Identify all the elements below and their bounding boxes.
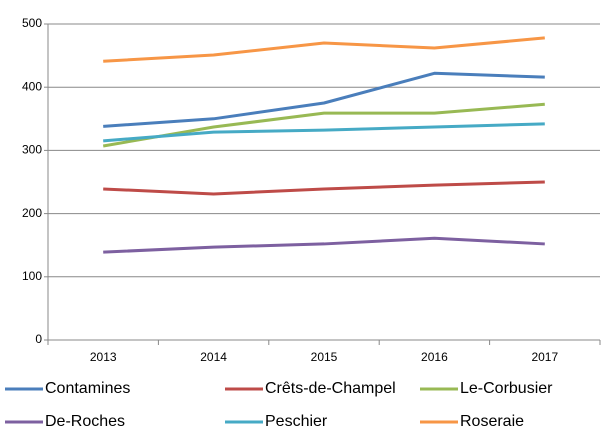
y-tick-label: 100 (22, 269, 42, 283)
series-line (103, 180, 545, 196)
series-line (103, 236, 545, 254)
y-tick-label: 200 (22, 206, 42, 220)
series-line (102, 102, 545, 148)
x-tick-label: 2016 (421, 350, 448, 364)
legend-label: Le-Corbusier (460, 380, 553, 397)
legend-label: Contamines (45, 380, 130, 397)
y-tick-label: 400 (22, 79, 42, 93)
x-tick-label: 2017 (531, 350, 558, 364)
y-tick-label: 500 (22, 16, 42, 30)
series-line (103, 71, 545, 128)
series-line (103, 36, 545, 63)
y-tick-label: 300 (22, 143, 42, 157)
legend-label: Crêts-de-Champel (265, 380, 396, 397)
legend-label: De-Roches (45, 413, 125, 430)
series-line (103, 122, 545, 143)
legend-label: Roseraie (460, 413, 524, 430)
x-tick-label: 2014 (200, 350, 227, 364)
legend-label: Peschier (265, 413, 328, 430)
x-tick-label: 2013 (90, 350, 117, 364)
y-tick-label: 0 (35, 332, 42, 346)
x-tick-label: 2015 (311, 350, 338, 364)
